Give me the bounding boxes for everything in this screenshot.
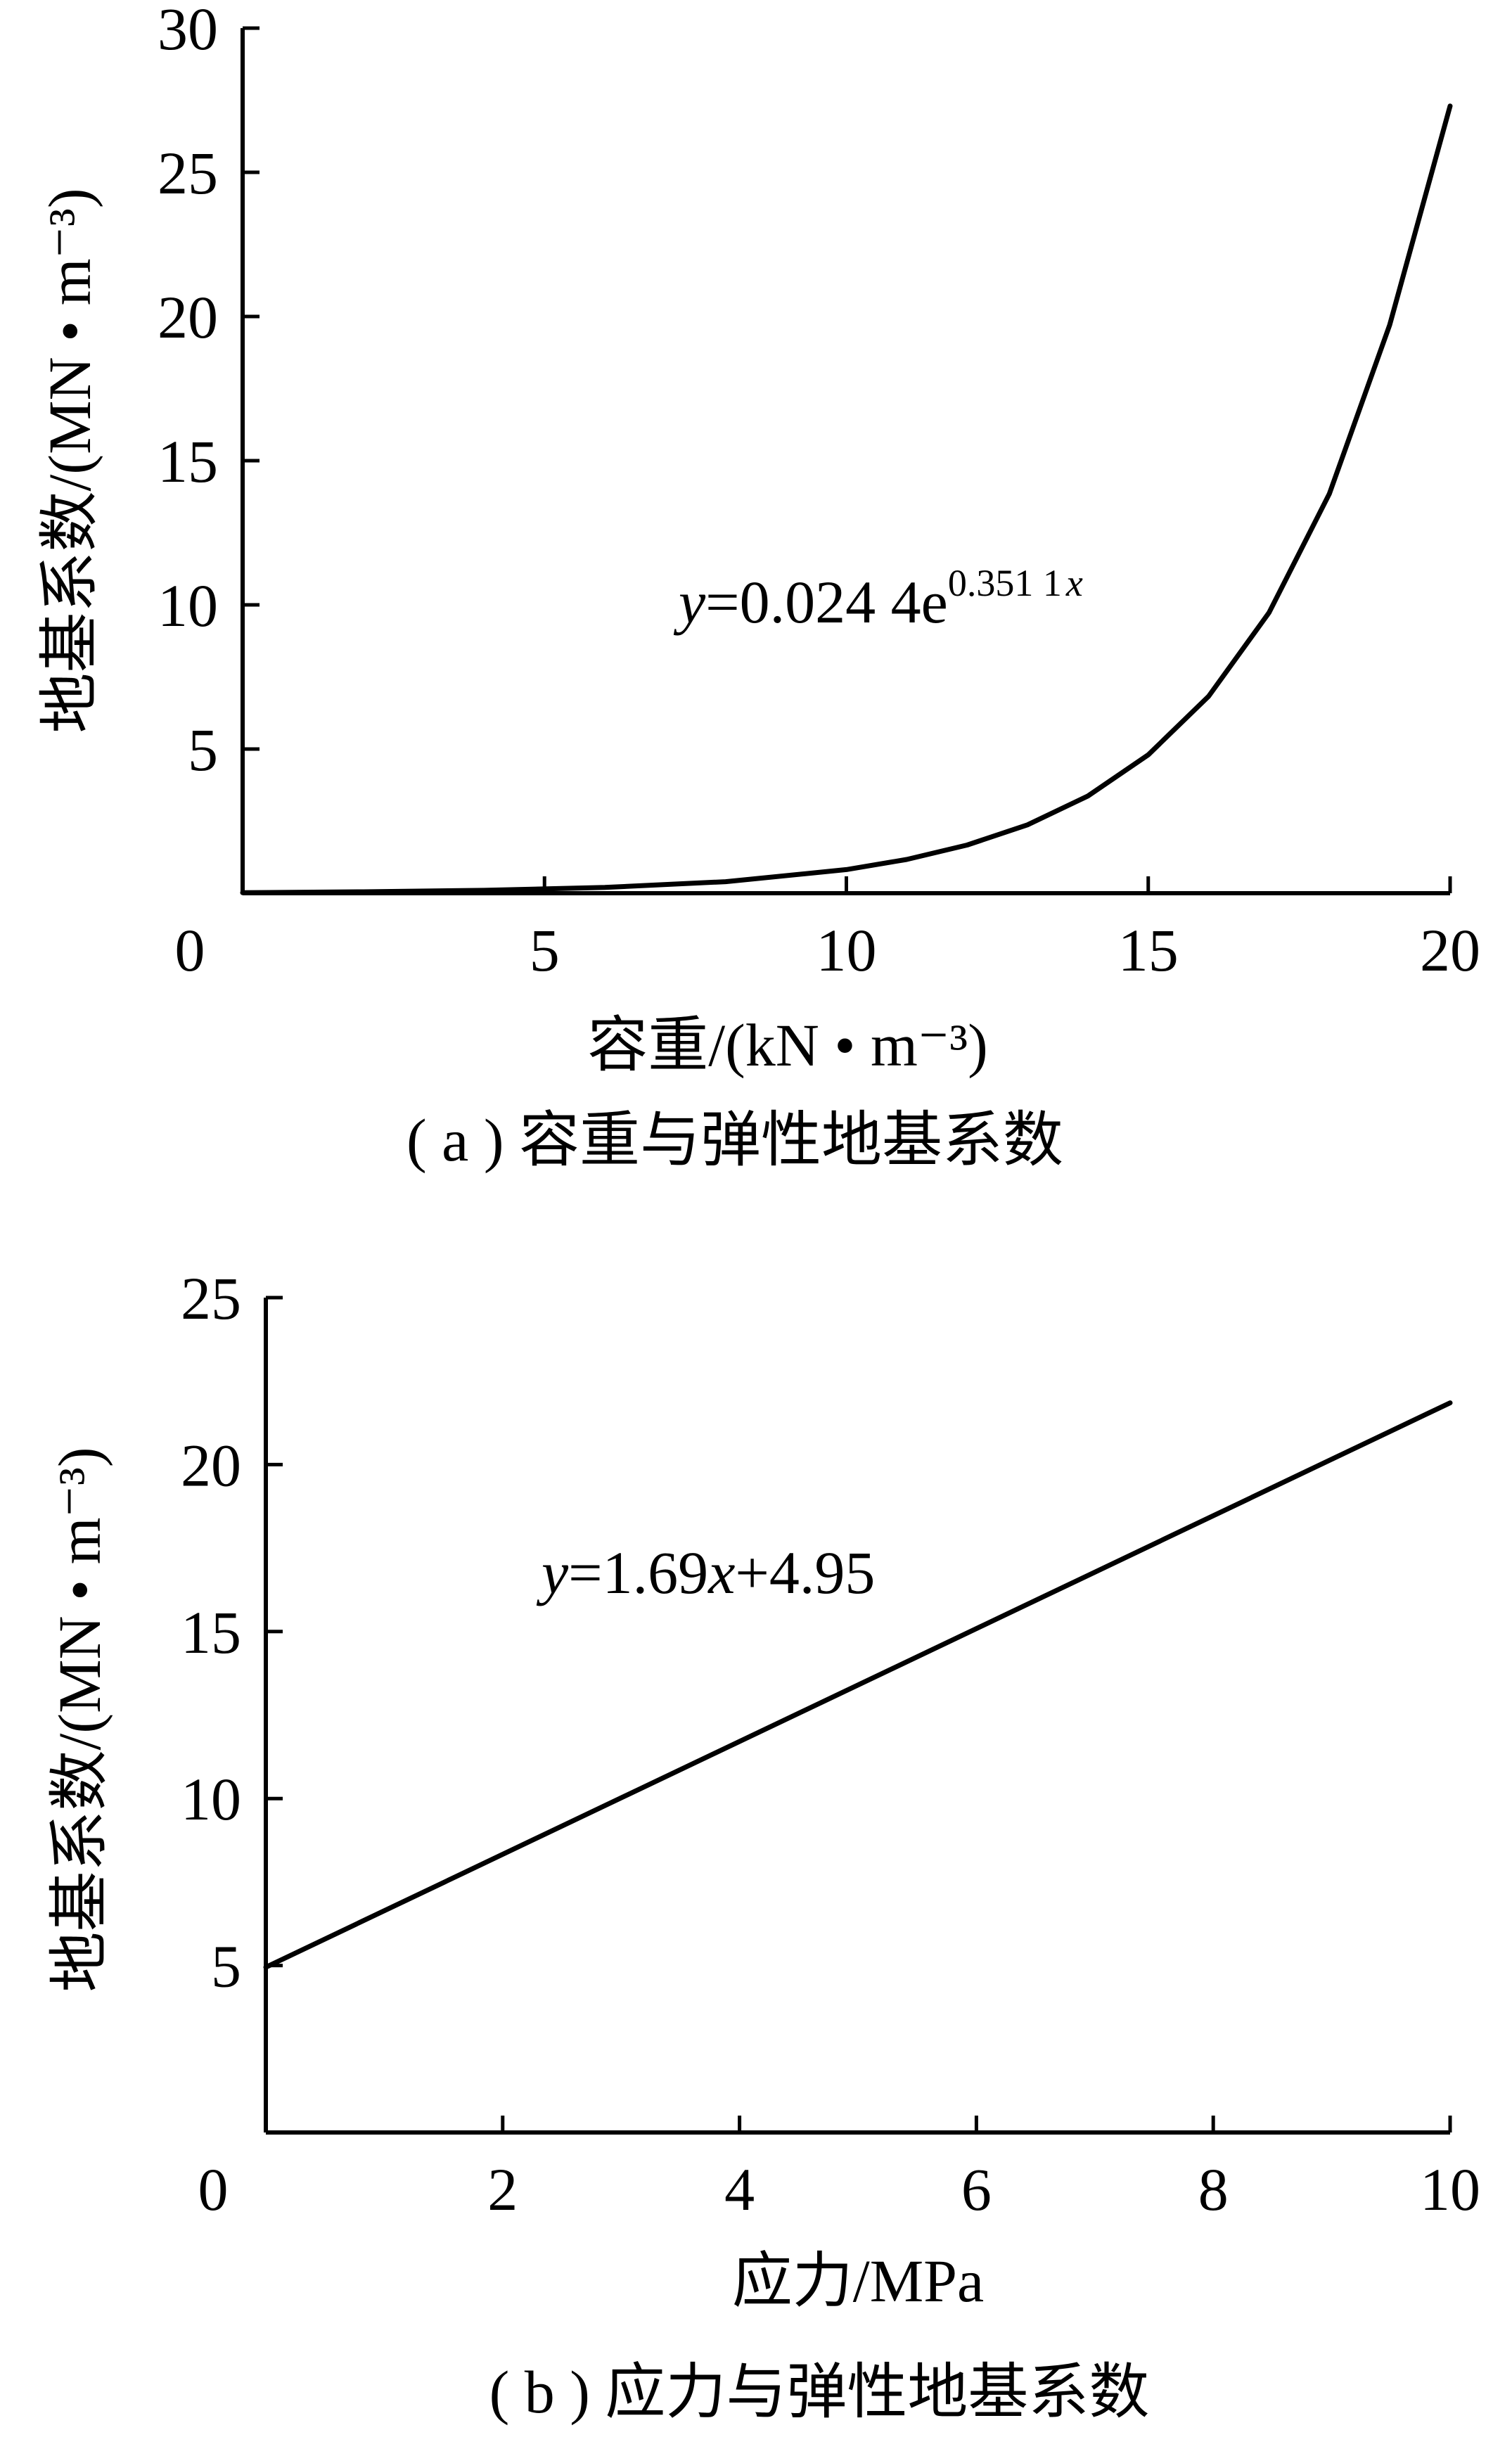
chart-a-ticks [243,26,1452,893]
chart-b-equation: y=1.69x+4.95 [536,1539,875,1606]
y-tick-label: 5 [188,716,218,784]
chart-b-tick-labels: 0 2 4 6 8 10 5 10 15 20 25 [181,1265,1480,2223]
x-tick-label: 15 [1118,916,1179,984]
y-tick-label: 10 [181,1765,241,1833]
x-tick-label: 10 [816,916,877,984]
x-tick-label: 8 [1198,2156,1229,2223]
y-tick-label: 30 [158,0,218,63]
chart-b-series-line [263,1400,1453,1970]
y-tick-label: 25 [181,1265,241,1332]
chart-a-equation-body: =0.024 4e [705,568,948,636]
chart-b-caption: ( b ) 应力与弹性地基系数 [489,2358,1150,2426]
y-tick-label: 25 [158,139,218,207]
x-tick-label: 5 [530,916,560,984]
chart-a-caption: ( a ) 容重与弹性地基系数 [406,1106,1063,1174]
x-tick-label: 10 [1420,2156,1480,2223]
y-tick-label: 10 [158,572,218,639]
x-tick-label: 2 [487,2156,518,2223]
chart-b: 0 2 4 6 8 10 5 10 15 20 25 y=1.69x+4.95 应力/MPa 地基系… [46,1265,1480,2426]
chart-b-equation-body: =1.69 [568,1539,708,1606]
y-tick-label: 15 [181,1599,241,1666]
x-tick-label: 4 [724,2156,755,2223]
chart-b-equation-var: y [536,1539,569,1606]
chart-b-axes [264,1298,1450,2135]
x-tick-label: 6 [961,2156,992,2223]
chart-b-equation-x: x [707,1539,735,1606]
y-tick-label: 5 [211,1933,241,2000]
chart-a-axes [241,28,1450,895]
y-tick-label: 15 [158,428,218,495]
chart-a-equation-exponent-var: x [1065,562,1083,604]
x-tick-label: 0 [198,2156,229,2223]
y-tick-label: 20 [158,283,218,351]
chart-a-y-axis-title: 地基系数/(MN • m⁻³) [36,188,103,734]
chart-a-series-line [240,103,1453,895]
chart-b-ticks [266,1296,1452,2132]
chart-a-equation-exponent: 0.351 1 [948,562,1062,604]
x-tick-label: 0 [175,916,205,984]
chart-a-x-axis-title: 容重/(kN • m⁻³) [587,1011,987,1079]
chart-b-y-axis-title: 地基系数/(MN • m⁻³) [46,1447,113,1993]
x-tick-label: 20 [1420,916,1480,984]
chart-b-x-axis-title: 应力/MPa [732,2247,984,2315]
chart-a-tick-labels: 0 5 10 15 20 5 10 15 20 25 30 [158,0,1480,984]
chart-b-equation-suffix: +4.95 [735,1539,875,1606]
chart-a-equation-var: y [673,568,706,636]
y-tick-label: 20 [181,1431,241,1499]
